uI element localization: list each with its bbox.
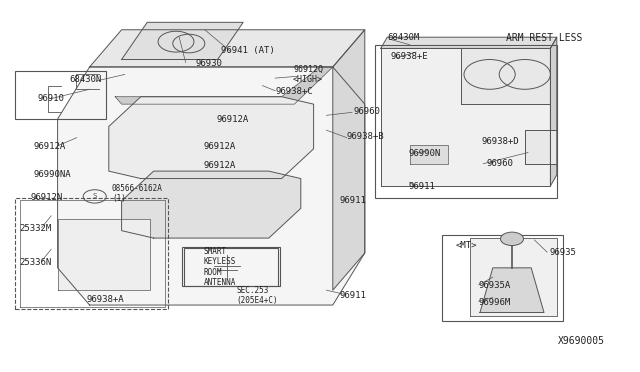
Polygon shape (525, 130, 557, 164)
Bar (15, 71, 106, 119)
Text: 96960: 96960 (486, 159, 513, 168)
Text: 96960: 96960 (353, 107, 380, 116)
Text: 96911: 96911 (339, 196, 366, 205)
Polygon shape (109, 97, 314, 179)
Text: 96930: 96930 (195, 60, 222, 68)
Text: 96938+E: 96938+E (390, 52, 428, 61)
Text: <MT>: <MT> (456, 241, 477, 250)
Text: 25336N: 25336N (19, 258, 51, 267)
Text: SEC.253
(205E4+C): SEC.253 (205E4+C) (237, 286, 278, 305)
Polygon shape (410, 145, 448, 164)
Text: 96911: 96911 (408, 182, 435, 191)
Text: 96935A: 96935A (479, 281, 511, 290)
Text: X9690005: X9690005 (558, 337, 605, 346)
Bar (442, 235, 563, 321)
Text: 96912A: 96912A (204, 161, 236, 170)
Text: 96938+D: 96938+D (481, 137, 519, 146)
Polygon shape (115, 67, 333, 104)
Polygon shape (550, 37, 557, 186)
Text: S: S (93, 193, 97, 199)
Text: 96938+B: 96938+B (347, 132, 385, 141)
Text: 96912N: 96912N (30, 193, 62, 202)
Text: 96938+A: 96938+A (86, 295, 124, 304)
Polygon shape (122, 171, 301, 238)
Text: ARM REST LESS: ARM REST LESS (506, 33, 582, 43)
Polygon shape (470, 238, 557, 316)
Bar (182, 247, 280, 286)
Text: 68430M: 68430M (387, 33, 419, 42)
Polygon shape (381, 37, 557, 48)
Text: 96912A: 96912A (216, 115, 248, 124)
Polygon shape (90, 30, 365, 67)
Circle shape (500, 232, 524, 246)
Text: 96912Q
<HIGH>: 96912Q <HIGH> (293, 65, 323, 84)
Text: 08566-6162A
(1): 08566-6162A (1) (112, 184, 163, 203)
Text: 96938+C: 96938+C (275, 87, 313, 96)
Bar (375, 45, 557, 198)
Text: 96912A: 96912A (33, 142, 65, 151)
Text: 25332M: 25332M (19, 224, 51, 233)
Text: 96996M: 96996M (479, 298, 511, 307)
Text: 96990N: 96990N (408, 149, 440, 158)
Text: 96941 (AT): 96941 (AT) (221, 46, 275, 55)
Polygon shape (333, 30, 365, 290)
Text: SMART
KEYLESS
ROOM
ANTENNA: SMART KEYLESS ROOM ANTENNA (204, 247, 236, 287)
Text: 96990NA: 96990NA (33, 170, 71, 179)
Polygon shape (122, 22, 243, 60)
Bar (184, 248, 278, 286)
Polygon shape (58, 219, 150, 290)
Text: 68430N: 68430N (69, 76, 101, 84)
Polygon shape (381, 48, 550, 186)
Text: 96911: 96911 (339, 291, 366, 300)
Text: 96912A: 96912A (204, 142, 236, 151)
Bar (15, 198, 168, 309)
Text: 96910: 96910 (37, 94, 64, 103)
Polygon shape (461, 48, 550, 104)
Polygon shape (58, 67, 365, 305)
Polygon shape (480, 268, 544, 312)
Text: 96935: 96935 (549, 248, 576, 257)
